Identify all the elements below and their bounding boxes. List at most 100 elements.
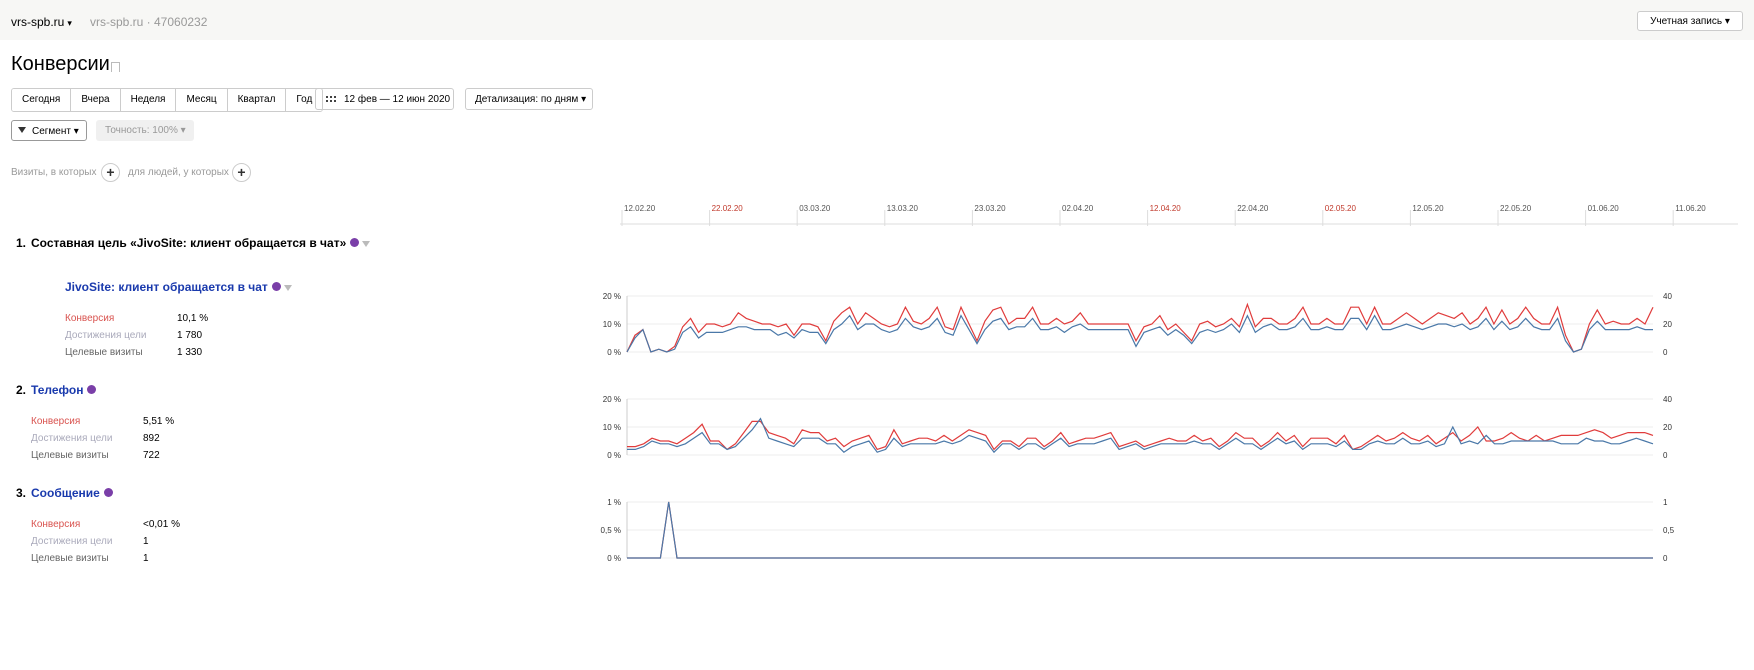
bookmark-icon[interactable] [111,62,120,72]
metric-value: <0,01 % [143,519,180,530]
detail-dropdown[interactable]: Детализация: по дням ▾ [465,88,593,110]
y-right-tick-label: 0 [1663,348,1668,357]
period-quarter-button[interactable]: Квартал [227,89,287,111]
period-yesterday-button[interactable]: Вчера [71,89,121,111]
add-visits-condition-button[interactable]: + [101,163,120,182]
period-today-button[interactable]: Сегодня [12,89,72,111]
goal-1-chart: 20 % 40 10 % 20 0 % 0 [603,292,1673,357]
y-left-tick-label: 0 % [607,348,621,357]
y-left-tick-label: 20 % [603,292,621,301]
metric-value: 892 [143,433,160,444]
account-button[interactable]: Учетная запись ▾ [1637,11,1743,31]
y-right-tick-label: 20 [1663,423,1672,432]
chevron-down-icon: ▾ [180,125,186,136]
y-right-tick-label: 40 [1663,395,1672,404]
goal-number: 1. [16,236,27,250]
y-right-tick-label: 1 [1663,498,1668,507]
timeline-tick-label: 23.03.20 [974,204,1006,213]
y-right-tick-label: 0 [1663,451,1668,460]
metric-label: Конверсия [31,519,81,530]
period-week-button[interactable]: Неделя [120,89,177,111]
site-selector[interactable]: vrs-spb.ru ▾ [11,15,72,29]
period-month-button[interactable]: Месяц [176,89,228,111]
timeline-tick-label: 12.02.20 [624,204,656,213]
metric-label: Целевые визиты [31,553,109,564]
y-left-tick-label: 10 % [603,423,621,432]
account-button-label: Учетная запись [1650,16,1723,27]
chevron-down-icon: ▾ [1724,16,1730,27]
site-counter-info: vrs-spb.ru · 47060232 [90,15,208,29]
conversion-series-line [626,302,1654,353]
detail-label: Детализация: по дням [475,94,579,105]
chevron-down-icon: ▾ [581,94,587,105]
goal-1-conversion-row: Конверсия 10,1 % [65,313,208,324]
date-range-label: 12 фев — 12 июн 2020 [344,94,451,105]
goal-2-chart: 20 % 40 10 % 20 0 % 0 [603,395,1673,460]
metric-value: 1 330 [177,347,203,358]
goal-3-visits-row: Целевые визиты 1 [31,553,149,564]
y-left-tick-label: 0 % [607,451,621,460]
goal-3-link[interactable]: Сообщение [31,486,100,500]
timeline-tick-label: 13.03.20 [887,204,919,213]
goal-3-reaches-row: Достижения цели 1 [31,536,149,547]
add-people-condition-button[interactable]: + [232,163,251,182]
metric-value: 10,1 % [177,313,209,324]
chevron-down-icon: ▾ [67,18,72,28]
goal-number: 3. [16,486,27,500]
metric-label: Конверсия [31,416,81,427]
phone-goal-icon[interactable] [87,385,97,395]
people-condition-label: для людей, у которых [128,167,229,178]
goal-1-visits-row: Целевые визиты 1 330 [65,347,202,358]
filter-icon[interactable] [283,284,292,291]
accuracy-label: Точность: 100% [105,125,178,136]
chevron-down-icon: ▾ [73,126,79,137]
y-left-tick-label: 20 % [603,395,621,404]
goal-1-step-title: JivoSite: клиент обращается в чат [65,280,292,294]
y-right-tick-label: 20 [1663,320,1672,329]
goal-1-step-link[interactable]: JivoSite: клиент обращается в чат [65,280,268,294]
metric-label: Целевые визиты [65,347,143,358]
accuracy-dropdown[interactable]: Точность: 100% ▾ [96,120,194,141]
y-right-tick-label: 40 [1663,292,1672,301]
goal-3-conversion-row: Конверсия <0,01 % [31,519,180,530]
goal-number: 2. [16,383,27,397]
goal-2-title: 2. Телефон [16,383,97,397]
goal-1-label: Составная цель «JivoSite: клиент обращае… [31,236,347,250]
goal-2-link[interactable]: Телефон [31,383,84,397]
calendar-icon [325,95,337,104]
metric-value: 5,51 % [143,416,175,427]
goal-2-conversion-row: Конверсия 5,51 % [31,416,174,427]
metric-value: 1 [143,553,149,564]
y-right-tick-label: 0,5 [1663,526,1675,535]
y-left-tick-label: 0,5 % [601,526,621,535]
goal-3-title: 3. Сообщение [16,486,113,500]
y-left-tick-label: 0 % [607,554,621,563]
timeline-axis: 12.02.20 22.02.20 03.03.20 13.03.20 23.03.20… [620,204,1738,226]
page-title: Конверсии [11,53,110,75]
info-icon[interactable] [103,488,113,498]
y-left-tick-label: 10 % [603,320,621,329]
goal-3-chart: 1 % 1 0,5 % 0,5 0 % 0 [601,498,1675,563]
reaches-series-line [627,417,1654,454]
info-icon[interactable] [350,238,360,248]
metric-value: 1 [143,536,149,547]
conversion-series-line [627,420,1654,451]
date-range-button[interactable]: 12 фев — 12 июн 2020 [315,88,454,110]
timeline-tick-label: 02.04.20 [1062,204,1094,213]
segment-button[interactable]: Сегмент ▾ [11,120,87,141]
top-bar: vrs-spb.ru ▾ vrs-spb.ru · 47060232 Учетна… [0,0,1754,40]
timeline-tick-label: 12.04.20 [1150,204,1182,213]
goal-1-reaches-row: Достижения цели 1 780 [65,330,202,341]
period-selector: Сегодня Вчера Неделя Месяц Квартал Год [11,88,324,112]
metric-label: Достижения цели [31,433,113,444]
metric-value: 722 [143,450,160,461]
period-year-button[interactable]: Год [286,89,323,111]
timeline-tick-label: 11.06.20 [1675,204,1706,213]
timeline-tick-label: 22.02.20 [712,204,744,213]
timeline-tick-label: 22.05.20 [1500,204,1532,213]
site-selector-label: vrs-spb.ru [11,15,65,29]
info-icon[interactable] [271,282,281,292]
timeline-tick-label: 01.06.20 [1588,204,1620,213]
filter-icon[interactable] [362,240,371,247]
filter-icon [18,127,26,133]
